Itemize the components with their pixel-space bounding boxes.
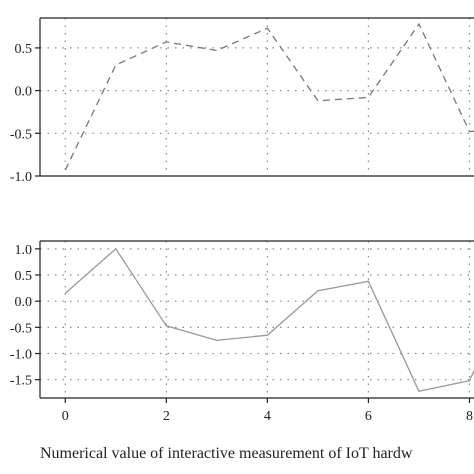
y-tick-label: 0.5: [15, 42, 33, 57]
top-gridlines: [40, 18, 474, 176]
bottom-y-axis: -1.5 -1.0 -0.5 0.0 0.5 1.0: [10, 243, 40, 389]
bottom-series-line: [64, 247, 474, 392]
y-tick-label: -1.5: [10, 374, 32, 389]
bottom-plot-frame: [39, 240, 474, 399]
y-tick-label: 1.0: [15, 243, 33, 258]
x-tick-label: 6: [365, 409, 372, 424]
x-tick-label: 2: [163, 409, 170, 424]
top-series-line: [64, 22, 474, 171]
y-tick-label: -0.5: [10, 127, 32, 142]
y-tick-label: -0.5: [10, 321, 32, 336]
y-tick-label: 0.0: [15, 295, 33, 310]
top-chart-panel: [40, 18, 474, 176]
y-tick-label: -1.0: [10, 170, 32, 185]
top-y-axis: -1.0 -0.5 0.0 0.5: [10, 42, 40, 185]
x-tick-label: 4: [264, 409, 271, 424]
top-plot-frame: [39, 17, 474, 177]
y-tick-label: 0.5: [15, 269, 33, 284]
x-tick-label: 8: [466, 409, 473, 424]
bottom-chart-panel: [40, 241, 474, 398]
y-tick-label: 0.0: [15, 85, 33, 100]
x-axis-title: Numerical value of interactive measureme…: [40, 445, 413, 462]
bottom-gridlines: [40, 241, 474, 398]
y-tick-label: -1.0: [10, 348, 32, 363]
x-tick-label: 0: [62, 409, 69, 424]
x-axis: 0 2 4 6 8: [62, 398, 473, 424]
